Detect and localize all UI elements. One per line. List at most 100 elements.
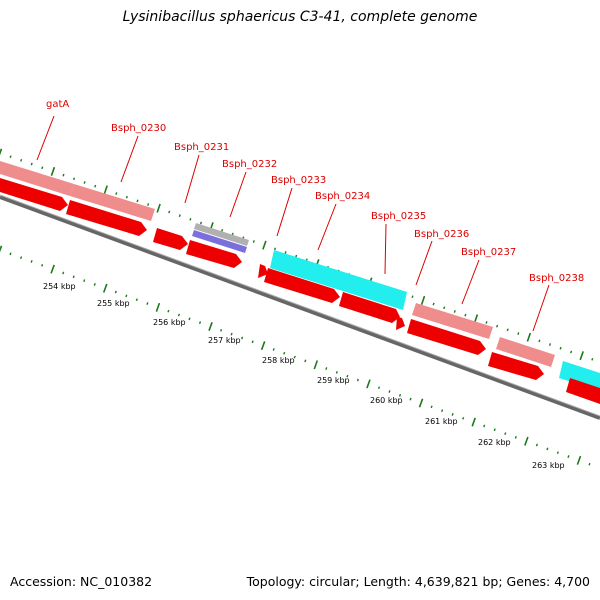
scale-tick	[72, 275, 75, 279]
gene-label-bsph-0235[interactable]: Bsph_0235	[371, 211, 426, 275]
feature-bsph-0234[interactable]	[270, 250, 407, 310]
scale-tick	[208, 322, 213, 331]
outer-tick	[295, 254, 298, 258]
feature-red-9[interactable]	[407, 319, 486, 355]
feature-red-3[interactable]	[153, 228, 188, 250]
outer-tick	[411, 295, 414, 299]
accession-text: Accession: NC_010382	[10, 574, 153, 589]
scale-tick	[356, 378, 359, 382]
scale-tick	[272, 348, 275, 351]
outer-tick	[273, 247, 277, 251]
feature-bsph-0237[interactable]	[496, 337, 555, 367]
map-title: Lysinibacillus sphaericus C3-41, complet…	[122, 9, 478, 25]
kbp-label: 254 kbp	[43, 282, 76, 291]
outer-tick	[83, 181, 86, 184]
kbp-label: 259 kbp	[317, 376, 350, 385]
scale-tick	[451, 413, 454, 416]
outer-tick	[189, 217, 192, 221]
scale-tick	[471, 417, 476, 427]
scale-tick	[41, 263, 44, 267]
scale-tick	[524, 436, 529, 446]
outer-tick	[178, 214, 181, 218]
feature-bsph-0232-grey[interactable]	[194, 223, 249, 246]
feature-red-11[interactable]	[566, 378, 600, 404]
scale-tick	[167, 309, 170, 313]
outer-tick	[485, 321, 488, 324]
scale-tick	[0, 245, 3, 253]
scale-tick	[155, 302, 161, 312]
outer-tick	[548, 343, 552, 346]
gene-label-bsph-0236[interactable]: Bsph_0236	[414, 229, 469, 286]
scale-tick	[325, 367, 328, 370]
kbp-label: 262 kbp	[478, 438, 511, 447]
svg-text:Bsph_0232: Bsph_0232	[222, 159, 277, 170]
scale-tick	[260, 341, 266, 351]
scale-tick	[9, 252, 12, 256]
scale-tick	[514, 436, 517, 439]
scale-tick	[102, 283, 108, 293]
gene-label-bsph-0232[interactable]: Bsph_0232	[222, 159, 277, 218]
svg-text:Bsph_0230: Bsph_0230	[111, 123, 166, 134]
summary-text: Topology: circular; Length: 4,639,821 bp…	[246, 574, 590, 589]
feature-bsph-0238[interactable]	[559, 361, 600, 391]
outer-tick	[559, 346, 562, 350]
gene-label-bsph-0231[interactable]: Bsph_0231	[174, 142, 229, 204]
gene-label-bsph-0233[interactable]: Bsph_0233	[271, 175, 326, 237]
gene-label-layer: gatA Bsph_0230 Bsph_0231 Bsph_0232 Bsph_…	[36, 99, 584, 332]
svg-text:gatA: gatA	[46, 99, 69, 110]
scale-tick	[19, 256, 23, 260]
feature-red-7[interactable]	[339, 292, 400, 323]
scale-tick	[188, 317, 191, 321]
outer-tick	[20, 158, 23, 162]
backbone	[0, 194, 600, 420]
scale-tick	[346, 374, 349, 378]
feature-red-5[interactable]	[258, 264, 268, 278]
svg-text:Bsph_0234: Bsph_0234	[315, 191, 370, 202]
svg-text:Bsph_0233: Bsph_0233	[271, 175, 326, 186]
outer-tick	[50, 166, 56, 176]
feature-bsph-0230[interactable]	[70, 184, 155, 221]
outer-tick	[453, 310, 456, 313]
gene-label-bsph-0238[interactable]: Bsph_0238	[529, 273, 584, 332]
feature-bsph-0236[interactable]	[412, 303, 493, 339]
outer-tick	[443, 306, 446, 310]
outer-tick	[506, 328, 509, 332]
scale-tick	[313, 360, 319, 370]
scale-tick	[335, 371, 338, 374]
svg-text:Bsph_0238: Bsph_0238	[529, 273, 584, 284]
scale-tick	[576, 455, 582, 465]
gene-label-bsph-0237[interactable]: Bsph_0237	[461, 247, 516, 305]
outer-tick	[156, 203, 161, 213]
scale-tick	[546, 447, 549, 451]
scale-tick	[125, 294, 128, 298]
outer-tick	[570, 350, 573, 354]
kbp-label: 255 kbp	[97, 299, 130, 308]
gene-label-bsph-0234[interactable]: Bsph_0234	[315, 191, 370, 251]
gene-label-gatA[interactable]: gatA	[36, 99, 69, 161]
feature-bsph-0232-blue[interactable]	[192, 230, 247, 253]
kbp-label: 263 kbp	[532, 461, 565, 470]
scale-tick	[504, 432, 507, 435]
feature-red-8[interactable]	[396, 317, 405, 330]
feature-red-4[interactable]	[186, 240, 242, 268]
outer-tick	[464, 313, 467, 317]
outer-tick	[62, 173, 65, 177]
scale-tick	[483, 424, 486, 428]
scale-tick	[535, 443, 538, 447]
gene-label-bsph-0230[interactable]: Bsph_0230	[111, 123, 166, 183]
outer-tick	[496, 324, 499, 328]
feature-red-2[interactable]	[66, 200, 147, 236]
feature-gatA[interactable]	[0, 161, 74, 196]
feature-red-1[interactable]	[0, 178, 68, 211]
outer-tick	[9, 155, 12, 159]
outer-tick	[538, 339, 541, 343]
outer-tick	[136, 199, 139, 203]
scale-tick	[304, 359, 307, 363]
scale-tick	[93, 283, 96, 286]
feature-red-6[interactable]	[264, 268, 340, 303]
scale-tick	[177, 313, 181, 317]
outer-tick	[41, 166, 44, 170]
svg-text:Bsph_0236: Bsph_0236	[414, 229, 469, 240]
feature-red-10[interactable]	[488, 352, 544, 380]
